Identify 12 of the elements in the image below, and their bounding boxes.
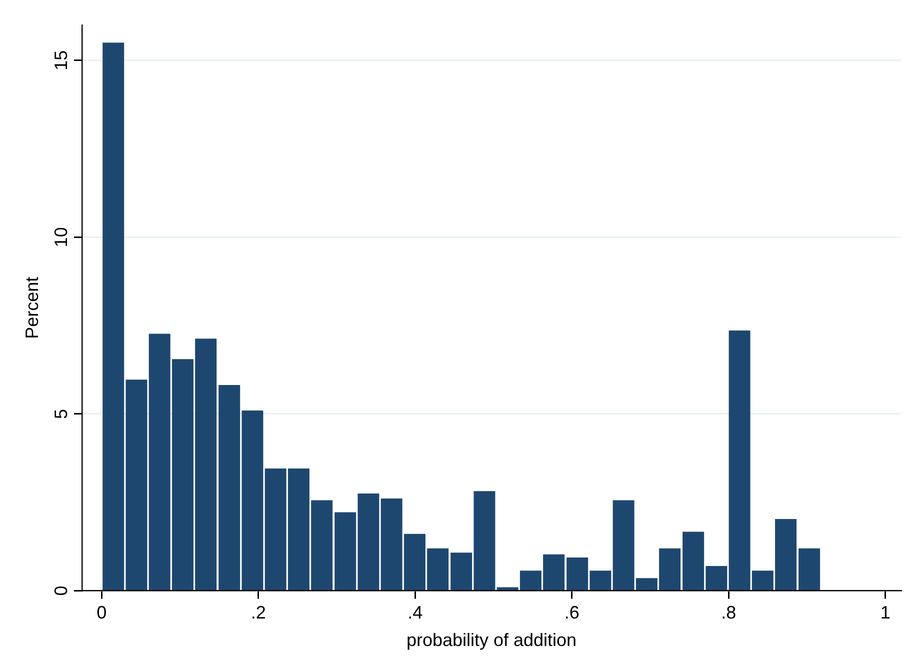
x-tick-label: .4 — [408, 602, 423, 623]
x-tick-label: 1 — [880, 602, 890, 623]
x-tick-label: .2 — [250, 602, 266, 623]
y-axis-title: Percent — [22, 276, 42, 339]
x-axis-title: probability of addition — [406, 630, 577, 650]
x-tick-label: .6 — [564, 602, 580, 623]
y-tick-label: 0 — [50, 586, 71, 596]
y-tick-label: 5 — [50, 408, 71, 419]
x-tick-label: 0 — [96, 602, 107, 623]
y-tick-label: 15 — [50, 50, 71, 70]
y-tick-label: 10 — [50, 227, 71, 248]
x-tick-label: .8 — [721, 602, 736, 623]
